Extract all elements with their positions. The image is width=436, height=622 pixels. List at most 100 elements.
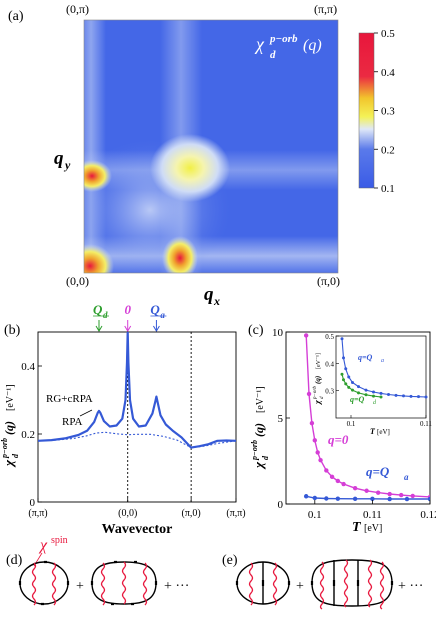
panel-b-annot-rg: RG+cRPA (46, 393, 93, 405)
corner-bottom-left: (0,0) (66, 274, 89, 288)
panel-c-point (352, 496, 358, 502)
corner-top-left: (0,π) (66, 2, 89, 16)
panel-b-series-rg-crpa (38, 332, 236, 449)
diagram-e2 (310, 559, 394, 610)
panel-b-top-marker: 0 (124, 302, 131, 317)
panel-c-point (364, 488, 369, 493)
inset-point (409, 394, 413, 398)
panel-c-ylabel-sup: p−orb (250, 440, 259, 461)
inset-point (344, 367, 348, 371)
inset-ylabel-unit: [eV⁻¹] (316, 353, 322, 369)
panel-c-ytick-label: 0 (278, 499, 284, 511)
inset-point (387, 392, 390, 396)
panel-c-ylabel-arg: (q) (252, 423, 266, 437)
panel-c-point (324, 468, 329, 473)
label-qa-sub: a (404, 472, 409, 482)
panel-b-plot (38, 332, 236, 502)
colorbar-tick-label: 0.2 (381, 144, 395, 156)
panel-c-point (370, 496, 375, 502)
inset-point (342, 378, 345, 382)
panel-c-point (335, 496, 341, 501)
panel-c-point (427, 496, 430, 502)
panel-c-xtick-label: 0.12 (420, 509, 436, 521)
panel-c-point (329, 474, 335, 480)
panel-b-ytick-label: 0.4 (21, 361, 35, 373)
panel-d-label: (d) (6, 553, 23, 568)
inset-axes: 0.3 0.4 0.5 0.1 0.11 (325, 333, 432, 428)
panel-c-plot (303, 333, 430, 502)
map-title-sup: p−orb (269, 33, 298, 45)
inset-point (394, 393, 398, 397)
panel-b-xtick-label: (0,0) (118, 508, 137, 519)
panel-c-point (324, 496, 329, 501)
panel-b-xtick-label: (π,π) (226, 508, 245, 519)
inset-point (402, 394, 405, 398)
panel-c-point (312, 438, 317, 443)
panel-c-point (306, 391, 312, 397)
corner-bottom-right: (π,0) (317, 274, 340, 288)
inset-label-qa: q=Q a (358, 353, 384, 364)
label-qa: q=Q a (366, 464, 409, 482)
inset-ylabel-sup: p−orb (313, 386, 318, 400)
panel-b-ylabel-sup: p−orb (0, 438, 9, 459)
chi-spin-label: χ spin (38, 535, 68, 554)
map-title-sym: χ (254, 34, 265, 54)
panel-a: (a) (0,π) (π,π) (0,0) (π,0) χ p−orb d (q… (8, 2, 395, 308)
colorbar-bar (358, 32, 375, 189)
inset-xlabel-unit: [eV] (377, 428, 390, 436)
inset-point (351, 380, 354, 384)
panel-c-label: (c) (248, 323, 264, 338)
panel-b-label: (b) (4, 323, 21, 338)
map-title: χ p−orb d (q) (254, 33, 322, 61)
chi-spin-sup: spin (51, 535, 68, 546)
panel-d-plus-1: + (76, 579, 84, 594)
panel-c-point (375, 490, 381, 495)
panel-c-axes: 0 5 10 0.1 0.11 0.12 (272, 327, 436, 521)
panel-c-point (404, 496, 410, 502)
map-title-sub: d (270, 49, 276, 61)
panel-c-xlabel-sym: T (352, 520, 362, 535)
panel-b-ytick-label: 0 (30, 497, 36, 509)
inset-point (342, 356, 345, 360)
inset-point (347, 385, 351, 389)
colorbar-tick-label: 0.1 (381, 183, 395, 195)
panel-e-dots: + ··· (398, 579, 423, 594)
panel-c-point (309, 420, 315, 426)
colorbar-tick-label: 0.3 (381, 106, 395, 118)
inset-ylabel: χ d p−orb (q) [eV⁻¹] (313, 353, 325, 405)
panel-c-ylabel-sub: d (261, 455, 270, 460)
heatmap (84, 20, 338, 273)
inset-point (364, 393, 368, 397)
panel-c-ylabel-unit: [eV⁻¹] (255, 386, 266, 413)
panel-b-ylabel-arg: (q) (2, 421, 16, 435)
inset-point (357, 385, 360, 389)
inset-plot (340, 337, 428, 399)
diagram-e1 (235, 561, 291, 606)
inset-label-qa-sub: a (381, 358, 384, 364)
label-qa-text: q=Q (366, 464, 390, 479)
panel-c-point (318, 457, 323, 463)
inset-label-qa-text: q=Q (358, 353, 373, 362)
colorbar-tick-label: 0.5 (381, 28, 395, 40)
inset-ytick-label: 0.5 (325, 333, 334, 341)
panel-c-ytick-label: 5 (278, 413, 284, 425)
colorbar-tick-label: 0.4 (381, 67, 395, 79)
panel-c-xlabel: T [eV] (352, 520, 382, 535)
panel-b-top-marker-sub: a (160, 310, 165, 320)
inset: 0.3 0.4 0.5 0.1 0.11 q=Q a q=Q d T [eV] χ d … (313, 333, 432, 436)
inset-point (372, 390, 375, 394)
inset-xtick-label: 0.11 (420, 420, 432, 428)
panel-b-frame (37, 331, 237, 503)
inset-point (372, 394, 375, 398)
panel-d: (d) χ spin + + ··· (6, 535, 189, 606)
inset-point (340, 337, 344, 341)
panel-c-point (410, 493, 415, 499)
ylabel-a-sym: q (54, 148, 64, 169)
inset-ytick-label: 0.3 (325, 388, 334, 396)
inset-ylabel-arg: (q) (314, 376, 322, 384)
panel-b-ylabel-unit: [eV⁻¹] (5, 384, 16, 411)
panel-b-xtick-label: (π,0) (182, 508, 201, 519)
diagram-d1 (18, 560, 70, 606)
